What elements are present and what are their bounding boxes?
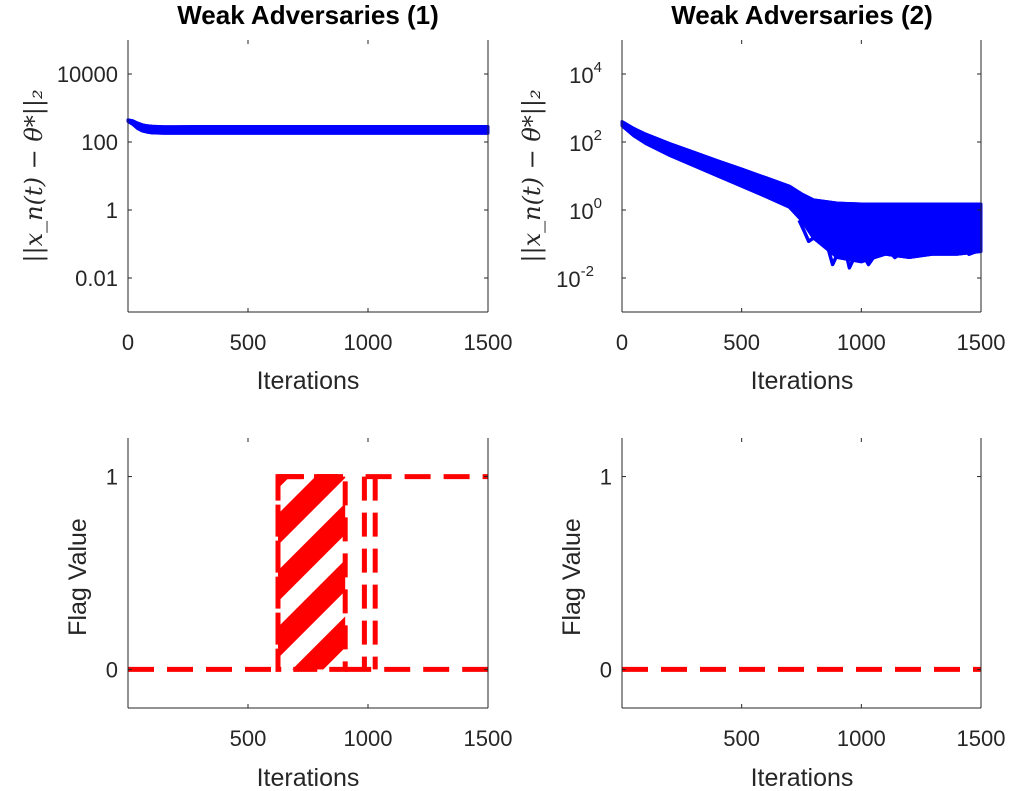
x-tick-label: 1500 [957, 330, 1006, 355]
series-dip-line [960, 244, 982, 256]
panel-1-y-label: ||x_n(t) − θ*||₂ [20, 89, 49, 262]
panel-1-title: Weak Adversaries (1) [177, 0, 439, 30]
y-tick-label: 0 [600, 657, 612, 682]
panel-2-series-group [620, 120, 983, 270]
series-dip-line [859, 246, 885, 267]
series-dip-line [826, 243, 844, 267]
hatched-region-outline [275, 474, 348, 672]
series-trajectory-line [621, 121, 982, 223]
panel-4-y-ticks: 10 [600, 465, 981, 682]
x-tick-label: 500 [230, 330, 267, 355]
x-tick-label: 0 [122, 330, 134, 355]
y-tick-exponent: 0 [594, 195, 602, 212]
panel-1-series-group [126, 118, 490, 135]
panel-weak-adversaries-2: Weak Adversaries (2) 104 102 100 10-2 0 500 1… [518, 0, 1005, 395]
panel-3-plot-area [127, 438, 489, 709]
series-trajectory-line [621, 120, 982, 214]
y-tick-label: 1 [600, 465, 612, 490]
y-tick-exponent: -2 [581, 263, 594, 280]
y-tick-label: 100 [81, 130, 118, 155]
x-tick-label: 1500 [464, 726, 513, 751]
y-tick-label: 102 [569, 127, 602, 156]
series-trajectory-line [621, 120, 981, 206]
panel-1-plot-area [126, 40, 490, 313]
panel-2-x-ticks: 0 500 1000 1500 [616, 40, 1006, 355]
panel-4-y-label: Flag Value [558, 518, 586, 636]
y-tick-exponent: 2 [594, 127, 602, 144]
y-tick-label: 0 [106, 657, 118, 682]
hatched-flag-region [278, 476, 346, 670]
y-tick-label: 1 [106, 465, 118, 490]
series-dip-line [922, 244, 947, 256]
panel-2-y-label: ||x_n(t) − θ*||₂ [518, 89, 547, 262]
panel-3-y-ticks: 10 [106, 465, 488, 682]
panel-4-x-label: Iterations [751, 764, 854, 791]
x-tick-label: 0 [616, 330, 628, 355]
panel-flag-2: 10 500 1000 1500 Iterations Flag Value [558, 438, 1005, 791]
panel-4-plot-area [621, 438, 982, 709]
y-tick-label: 100 [569, 195, 602, 224]
panel-flag-1: 10 500 1000 1500 Iterations Flag Value [64, 438, 512, 791]
series-trajectory-line [621, 123, 982, 247]
x-tick-label: 500 [230, 726, 267, 751]
panel-1-x-label: Iterations [257, 367, 360, 395]
panel-4-x-ticks: 500 1000 1500 [723, 438, 1005, 751]
series-dip-line [842, 244, 861, 270]
y-tick-label: 10-2 [556, 263, 594, 292]
y-tick-label: 10000 [57, 62, 118, 87]
x-tick-label: 1000 [837, 330, 886, 355]
x-tick-label: 1000 [344, 726, 393, 751]
x-tick-label: 1000 [837, 726, 886, 751]
y-tick-label: 104 [569, 59, 602, 88]
y-tick-exponent: 4 [594, 59, 602, 76]
x-tick-label: 1500 [957, 726, 1006, 751]
panel-3-series-group [128, 474, 488, 672]
x-tick-label: 500 [723, 330, 760, 355]
panel-2-y-ticks: 104 102 100 10-2 [556, 59, 981, 292]
series-dip-line [886, 246, 909, 260]
x-tick-label: 1500 [464, 330, 513, 355]
series-dip-line [797, 219, 815, 244]
y-tick-label: 1 [106, 198, 118, 223]
panel-2-title: Weak Adversaries (2) [671, 0, 933, 30]
panel-2-plot-area [620, 40, 983, 313]
panel-2-x-label: Iterations [751, 367, 854, 395]
x-tick-label: 500 [723, 726, 760, 751]
x-tick-label: 1000 [344, 330, 393, 355]
panel-3-x-ticks: 500 1000 1500 [230, 438, 513, 751]
panel-3-y-label: Flag Value [64, 518, 92, 636]
y-tick-label: 0.01 [75, 266, 118, 291]
series-trajectory-line [621, 122, 982, 231]
panel-1-y-ticks: 10000 100 1 0.01 [57, 62, 488, 291]
panel-1-x-ticks: 0 500 1000 1500 [122, 40, 513, 355]
panel-weak-adversaries-1: Weak Adversaries (1) 10000 100 1 0.01 0 500 1… [20, 0, 512, 395]
series-trajectory-line [127, 118, 488, 129]
panel-3-x-label: Iterations [257, 764, 360, 791]
